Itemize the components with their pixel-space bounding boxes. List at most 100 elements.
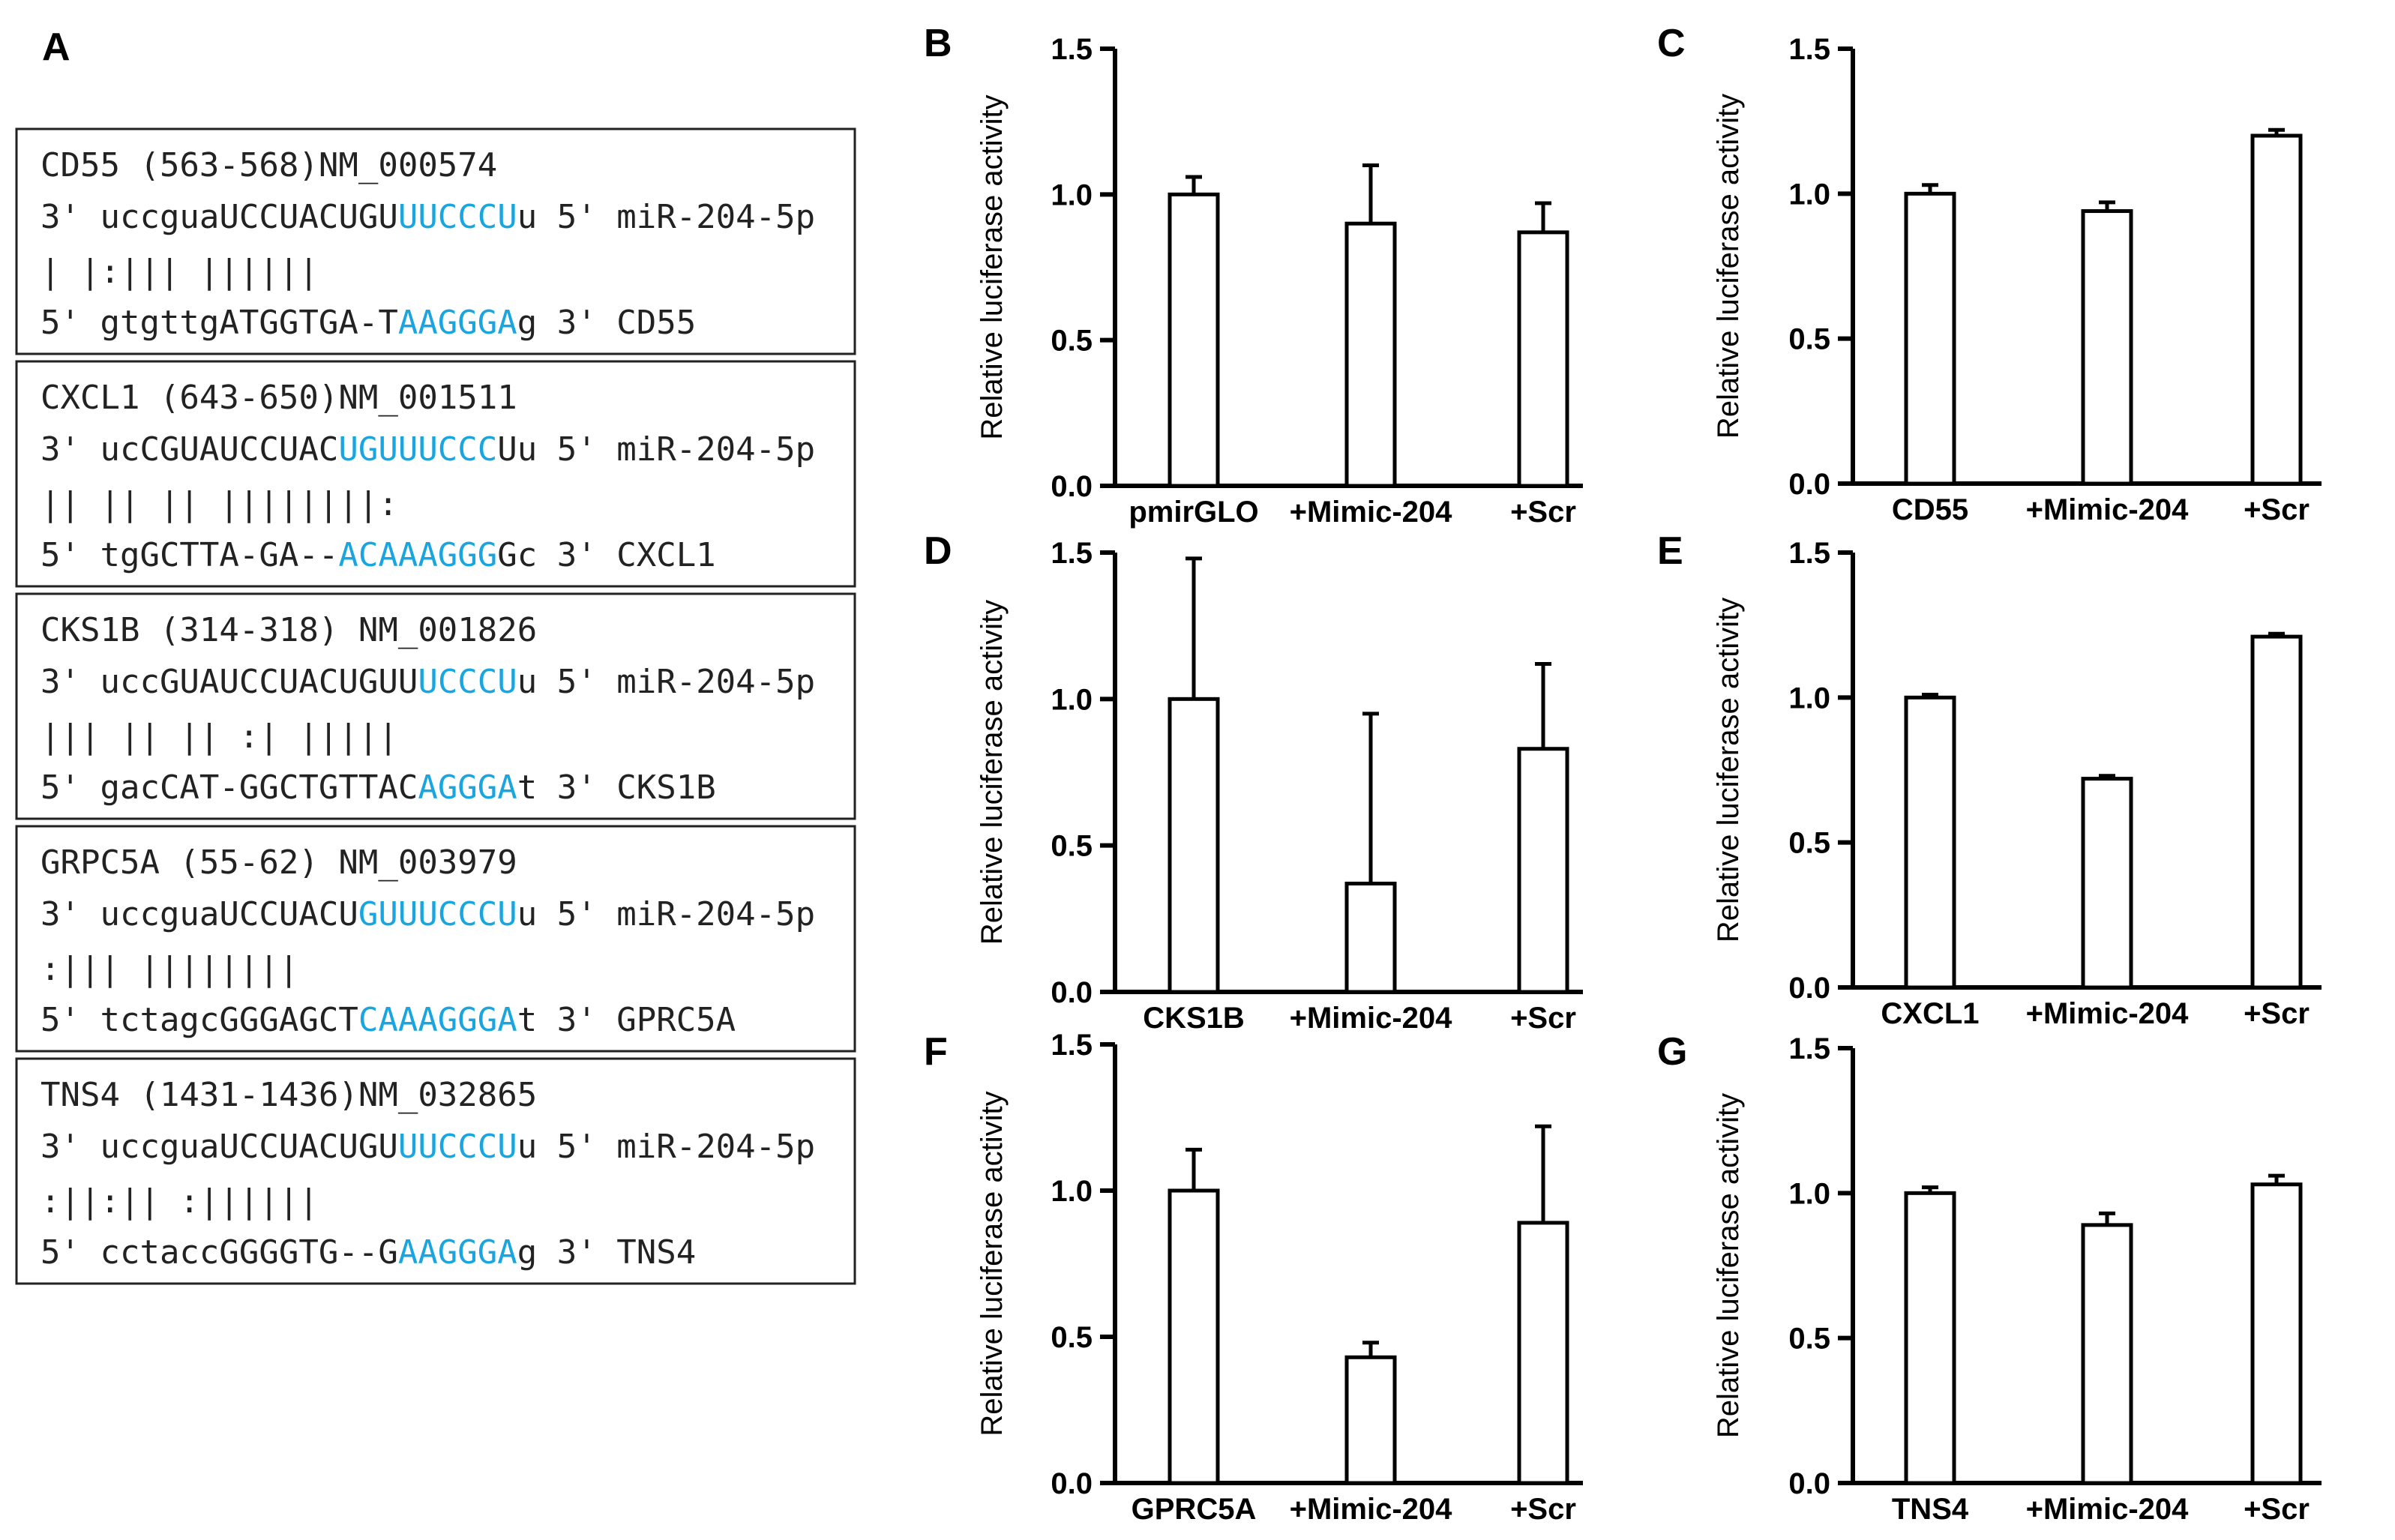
bar	[1168, 1188, 1220, 1485]
sequence-segment: u 5' miR-204-5p	[517, 198, 815, 236]
alignment-box: CD55 (563-568)NM_000574 3' uccguaUCCUACUG…	[15, 127, 856, 355]
bar	[2250, 634, 2303, 990]
target-sequence: 5' gtgttgATGGTGA-TAAGGGAg 3' CD55	[40, 304, 696, 342]
y-tick-label: 0.5	[1051, 1321, 1093, 1354]
sequence-segment: 3' uccguaUCCUACUGU	[40, 1128, 398, 1166]
sequence-segment: 5' tgGCTTA-GA--	[40, 536, 338, 574]
seed-match: UUCCCU	[398, 198, 517, 236]
y-tick-label: 1.5	[1051, 537, 1093, 570]
y-axis-label: Relative luciferase activity	[1712, 598, 1745, 942]
sequence-segment: 5' tctagcGGGAGCT	[40, 1001, 358, 1039]
sequence-segment: 3' ucCGUAUCCUAC	[40, 430, 338, 469]
pairing-line: :||:|| :||||||	[40, 1182, 319, 1221]
y-tick-label: 1.5	[1051, 1029, 1093, 1062]
x-tick-label: +Mimic-204	[1290, 1002, 1453, 1035]
x-tick-label: +Scr	[2244, 1493, 2310, 1526]
x-tick-label: +Mimic-204	[2026, 493, 2190, 526]
x-tick-label: GPRC5A	[1132, 1493, 1257, 1526]
alignment-box: GRPC5A (55-62) NM_003979 3' uccguaUCCUACU…	[15, 825, 856, 1053]
alignment-header: CXCL1 (643-650)NM_001511	[40, 379, 517, 417]
panel-letter: G	[1657, 1030, 1687, 1074]
bar	[1344, 1355, 1397, 1485]
sequence-segment: u 5' miR-204-5p	[517, 1128, 815, 1166]
mirna-sequence: 3' ucCGUAUCCUACUGUUUCCCUu 5' miR-204-5p	[40, 430, 815, 469]
pairing-line: || || || ||||||||:	[40, 485, 398, 523]
bar	[1904, 1191, 1956, 1485]
y-tick-label: 1.5	[1788, 33, 1830, 66]
bar	[1344, 881, 1397, 994]
mirna-sequence: 3' uccguaUCCUACUGUUUCCCUu 5' miR-204-5p	[40, 895, 815, 933]
y-tick-label: 0.0	[1051, 976, 1093, 1009]
y-tick-label: 0.0	[1051, 1467, 1093, 1500]
y-axis-label: Relative luciferase activity	[976, 1091, 1009, 1436]
x-tick-label: +Scr	[2244, 493, 2310, 526]
bar	[2250, 1182, 2303, 1485]
alignment-header: CKS1B (314-318) NM_001826	[40, 611, 537, 649]
x-tick-label: +Mimic-204	[1290, 496, 1453, 529]
panel-letter: C	[1657, 22, 1686, 65]
mirna-sequence: 3' uccGUAUCCUACUGUUUCCCUu 5' miR-204-5p	[40, 663, 815, 701]
bar-chart-e: E 0.0 0.5 1.0 1.5 Relative luciferase activit…	[1657, 529, 2322, 1030]
bar	[1517, 230, 1569, 488]
bar-chart-c: C 0.0 0.5 1.0 1.5 Relative luciferase activit…	[1657, 22, 2322, 526]
y-tick-label: 1.5	[1788, 537, 1830, 570]
bar	[2081, 209, 2133, 486]
panel-letter: E	[1657, 529, 1683, 573]
sequence-segment: u 5' miR-204-5p	[517, 663, 815, 701]
pairing-line: ||| || || :| |||||	[40, 718, 398, 756]
y-tick-label: 1.0	[1051, 683, 1093, 716]
seed-match: ACAAAGGG	[338, 536, 497, 574]
sequence-segment: 5' cctaccGGGGTG--G	[40, 1233, 398, 1272]
alignment-box: CKS1B (314-318) NM_001826 3' uccGUAUCCUAC…	[15, 592, 856, 820]
bar-chart-d: D 0.0 0.5 1.0 1.5 Relative luciferase activit…	[924, 529, 1583, 1035]
alignment-header: CD55 (563-568)NM_000574	[40, 146, 497, 184]
alignment-frame	[15, 592, 856, 820]
x-tick-label: +Scr	[2244, 997, 2310, 1030]
y-tick-label: 1.0	[1788, 1177, 1830, 1210]
x-tick-label: +Mimic-204	[2026, 1493, 2190, 1526]
seed-match: GUUUCCCU	[358, 895, 517, 933]
mirna-sequence: 3' uccguaUCCUACUGUUUCCCUu 5' miR-204-5p	[40, 198, 815, 236]
x-tick-label: CXCL1	[1881, 997, 1979, 1030]
y-tick-label: 1.5	[1051, 33, 1093, 66]
x-tick-label: CKS1B	[1143, 1002, 1245, 1035]
target-sequence: 5' gacCAT-GGCTGTTACAGGGAt 3' CKS1B	[40, 769, 716, 807]
sequence-segment: t 3' GPRC5A	[517, 1001, 736, 1039]
panel-letter: D	[924, 529, 952, 573]
bar	[1517, 1221, 1569, 1485]
bar	[1344, 221, 1397, 488]
sequence-segment: 3' uccGUAUCCUACUGUU	[40, 663, 418, 701]
bar-chart-b: B 0.0 0.5 1.0 1.5 Relative luciferase activit…	[924, 22, 1583, 529]
bar	[1517, 747, 1569, 994]
bar	[1168, 192, 1220, 488]
sequence-segment: g 3' CD55	[517, 304, 696, 342]
sequence-segment: g 3' TNS4	[517, 1233, 696, 1272]
pairing-line: | |:||| ||||||	[40, 253, 319, 291]
y-tick-label: 1.5	[1788, 1032, 1830, 1065]
y-axis-label: Relative luciferase activity	[1712, 1093, 1745, 1438]
alignment-frame	[15, 825, 856, 1053]
y-tick-label: 0.0	[1788, 468, 1830, 501]
y-tick-label: 0.5	[1051, 325, 1093, 358]
y-tick-label: 0.0	[1788, 972, 1830, 1005]
alignment-header: TNS4 (1431-1436)NM_032865	[40, 1076, 537, 1114]
sequence-segment: 5' gtgttgATGGTGA-T	[40, 304, 398, 342]
x-tick-label: +Scr	[1510, 496, 1576, 529]
y-tick-label: 0.5	[1051, 830, 1093, 863]
alignment-box: TNS4 (1431-1436)NM_032865 3' uccguaUCCUAC…	[15, 1057, 856, 1285]
bar-chart-f: F 0.0 0.5 1.0 1.5 Relative luciferase activit…	[924, 1029, 1583, 1526]
bar-chart-g: G 0.0 0.5 1.0 1.5 Relative luciferase activit…	[1657, 1030, 2322, 1526]
x-tick-label: +Mimic-204	[1290, 1493, 1453, 1526]
sequence-segment: Uu 5' miR-204-5p	[497, 430, 815, 469]
sequence-segment: u 5' miR-204-5p	[517, 895, 815, 933]
y-tick-label: 1.0	[1051, 1175, 1093, 1208]
y-axis-label: Relative luciferase activity	[976, 94, 1009, 439]
y-tick-label: 0.0	[1788, 1467, 1830, 1500]
y-tick-label: 0.5	[1788, 827, 1830, 860]
x-tick-label: CD55	[1892, 493, 1968, 526]
seed-match: UUCCCU	[398, 1128, 517, 1166]
panel-letter-a: A	[42, 25, 70, 69]
panel-letter: B	[924, 22, 952, 65]
